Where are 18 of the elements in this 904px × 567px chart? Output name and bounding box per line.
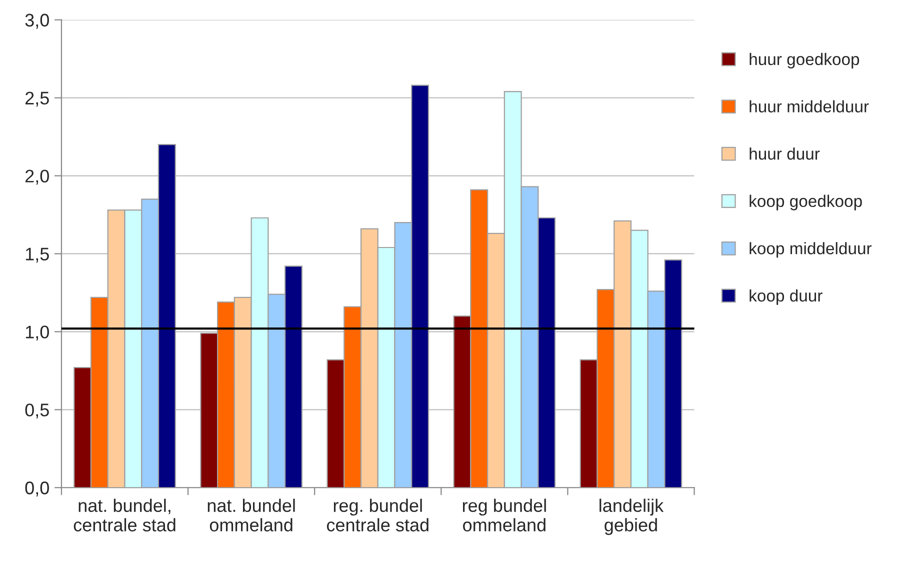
legend-label: huur goedkoop <box>750 52 860 68</box>
y-tick-label: 0,5 <box>25 404 49 419</box>
legend-label: koop middelduur <box>750 242 872 258</box>
x-tick-label: nat. bundel, centrale stad <box>74 498 176 532</box>
legend-label: huur duur <box>750 148 820 160</box>
legend-label: koop goedkoop <box>750 194 862 210</box>
x-tick-label: reg bundel ommeland <box>462 498 546 532</box>
y-tick-label: 0,0 <box>25 482 49 496</box>
y-tick-label: 3,0 <box>25 14 49 29</box>
x-tick-label: reg. bundel centrale stad <box>326 498 428 532</box>
legend-label: huur middelduur <box>750 100 869 112</box>
x-tick-label: nat. bundel ommeland <box>208 498 295 532</box>
y-tick-label: 1,5 <box>26 248 49 263</box>
y-tick-label: 1,0 <box>26 326 49 341</box>
y-tick-label: 2,0 <box>25 170 49 185</box>
legend-label: koop duur <box>750 289 822 305</box>
x-tick-label: landelijk gebied <box>600 498 664 536</box>
y-tick-label: 2,5 <box>25 92 49 107</box>
